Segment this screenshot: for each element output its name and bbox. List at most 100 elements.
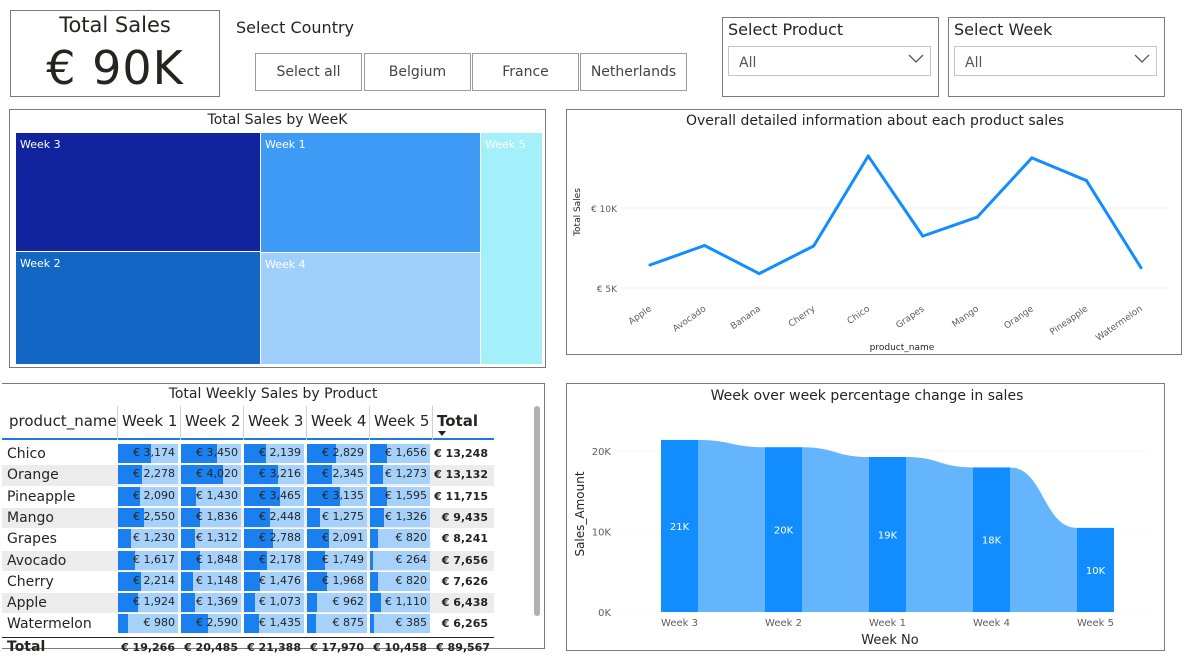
data-point[interactable] — [921, 234, 925, 238]
data-point[interactable] — [648, 263, 652, 267]
matrix-cell[interactable]: € 1,656 — [370, 444, 430, 463]
matrix-cell[interactable]: € 1,430 — [181, 486, 241, 506]
matrix-cell[interactable]: € 2,448 — [244, 507, 304, 527]
matrix-col-week[interactable]: Week 4 — [311, 412, 367, 430]
matrix-cell[interactable]: € 2,090 — [118, 486, 178, 506]
cell-value: € 2,278 — [133, 467, 175, 481]
matrix-cell[interactable]: € 264 — [370, 550, 430, 570]
sort-desc-icon[interactable] — [438, 431, 446, 436]
week-dropdown[interactable]: All — [954, 46, 1157, 76]
treemap-tile-week-4[interactable]: Week 4 — [260, 252, 481, 365]
bar[interactable] — [869, 457, 906, 612]
matrix-cell[interactable]: € 3,450 — [181, 444, 241, 463]
data-point[interactable] — [1084, 179, 1088, 183]
bar[interactable] — [973, 467, 1010, 612]
matrix-cell[interactable]: € 2,829 — [307, 444, 367, 463]
matrix-col-week[interactable]: Week 3 — [248, 412, 304, 430]
matrix-cell[interactable]: € 2,345 — [307, 465, 367, 485]
matrix-col-week[interactable]: Week 1 — [122, 412, 178, 430]
matrix-cell[interactable]: € 4,020 — [181, 465, 241, 485]
row-total: € 13,132 — [434, 468, 488, 482]
matrix-cell[interactable]: € 1,924 — [118, 593, 178, 613]
matrix-cell[interactable]: € 3,216 — [244, 465, 304, 485]
matrix-cell[interactable]: € 1,836 — [181, 507, 241, 527]
data-label: 18K — [982, 536, 1002, 547]
ribbon-connector — [698, 439, 765, 612]
matrix-cell[interactable]: € 3,135 — [307, 486, 367, 506]
treemap-tile-week-2[interactable]: Week 2 — [15, 251, 261, 365]
matrix-col-week[interactable]: Week 2 — [185, 412, 241, 430]
cell-value: € 1,110 — [385, 595, 427, 609]
country-option-netherlands[interactable]: Netherlands — [580, 53, 687, 91]
matrix-cell[interactable]: € 1,848 — [181, 550, 241, 570]
data-point[interactable] — [1139, 266, 1143, 270]
matrix-col-total[interactable]: Total — [437, 412, 478, 430]
matrix-cell[interactable]: € 2,139 — [244, 444, 304, 463]
matrix-cell[interactable]: € 1,595 — [370, 486, 430, 506]
data-point[interactable] — [1030, 156, 1034, 160]
matrix-cell[interactable]: € 980 — [118, 614, 178, 634]
cell-value: € 820 — [395, 573, 428, 587]
bar[interactable] — [765, 447, 802, 612]
treemap-tile-week-1[interactable]: Week 1 — [260, 132, 481, 253]
matrix-cell[interactable]: € 2,091 — [307, 529, 367, 549]
data-point[interactable] — [757, 272, 761, 276]
ribbon-chart[interactable]: Week over week percentage change in sale… — [567, 384, 1164, 650]
matrix-cell[interactable]: € 962 — [307, 593, 367, 613]
matrix-cell[interactable]: € 1,476 — [244, 571, 304, 591]
cell-value: € 1,656 — [385, 446, 427, 459]
bar[interactable] — [1077, 527, 1114, 612]
matrix-cell[interactable]: € 3,174 — [118, 444, 178, 463]
matrix-cell[interactable]: € 1,326 — [370, 507, 430, 527]
scrollbar[interactable] — [534, 406, 540, 616]
matrix-cell[interactable]: € 1,073 — [244, 593, 304, 613]
matrix-cell[interactable]: € 2,214 — [118, 571, 178, 591]
data-point[interactable] — [866, 154, 870, 158]
line-chart[interactable]: Overall detailed information about each … — [567, 110, 1181, 354]
data-point[interactable] — [812, 244, 816, 248]
treemap-tile-week-3[interactable]: Week 3 — [15, 132, 261, 252]
data-bar — [307, 486, 340, 506]
matrix-cell[interactable]: € 1,275 — [307, 507, 367, 527]
matrix-cell[interactable]: € 1,968 — [307, 571, 367, 591]
cell-value: € 1,836 — [196, 509, 238, 523]
matrix-cell[interactable]: € 2,278 — [118, 465, 178, 485]
matrix-cell[interactable]: € 1,312 — [181, 529, 241, 549]
matrix-cell[interactable]: € 1,435 — [244, 614, 304, 634]
data-bar — [370, 593, 382, 613]
data-bar — [244, 486, 280, 506]
matrix-cell[interactable]: € 1,230 — [118, 529, 178, 549]
data-point[interactable] — [975, 215, 979, 219]
matrix-cell[interactable]: € 1,110 — [370, 593, 430, 613]
country-option-belgium[interactable]: Belgium — [364, 53, 471, 91]
data-point[interactable] — [703, 244, 707, 248]
cell-value: € 1,435 — [259, 616, 301, 630]
matrix-cell[interactable]: € 1,369 — [181, 593, 241, 613]
row-label: Apple — [7, 595, 47, 612]
data-bar — [307, 507, 321, 527]
matrix-cell[interactable]: € 1,273 — [370, 465, 430, 485]
data-bar — [244, 593, 256, 613]
matrix-cell[interactable]: € 2,550 — [118, 507, 178, 527]
cell-value: € 962 — [332, 595, 365, 609]
matrix-cell[interactable]: € 385 — [370, 614, 430, 634]
matrix-cell[interactable]: € 2,788 — [244, 529, 304, 549]
matrix-cell[interactable]: € 820 — [370, 529, 430, 549]
matrix-col-week[interactable]: Week 5 — [374, 412, 430, 430]
matrix-cell[interactable]: € 1,749 — [307, 550, 367, 570]
cell-value: € 1,968 — [322, 573, 364, 587]
matrix-cell[interactable]: € 1,617 — [118, 550, 178, 570]
matrix-cell[interactable]: € 875 — [307, 614, 367, 634]
country-option-select-all[interactable]: Select all — [255, 53, 362, 91]
matrix-cell[interactable]: € 2,178 — [244, 550, 304, 570]
matrix-cell[interactable]: € 2,590 — [181, 614, 241, 634]
matrix-cell[interactable]: € 820 — [370, 571, 430, 591]
matrix-cell[interactable]: € 3,465 — [244, 486, 304, 506]
matrix-cell[interactable]: € 1,148 — [181, 571, 241, 591]
country-option-france[interactable]: France — [472, 53, 579, 91]
product-dropdown[interactable]: All — [728, 46, 931, 76]
bar[interactable] — [661, 439, 698, 612]
treemap-tile-week-5[interactable]: Week 5 — [480, 132, 543, 365]
data-bar — [181, 550, 201, 570]
x-tick-label: Grapes — [894, 304, 926, 331]
